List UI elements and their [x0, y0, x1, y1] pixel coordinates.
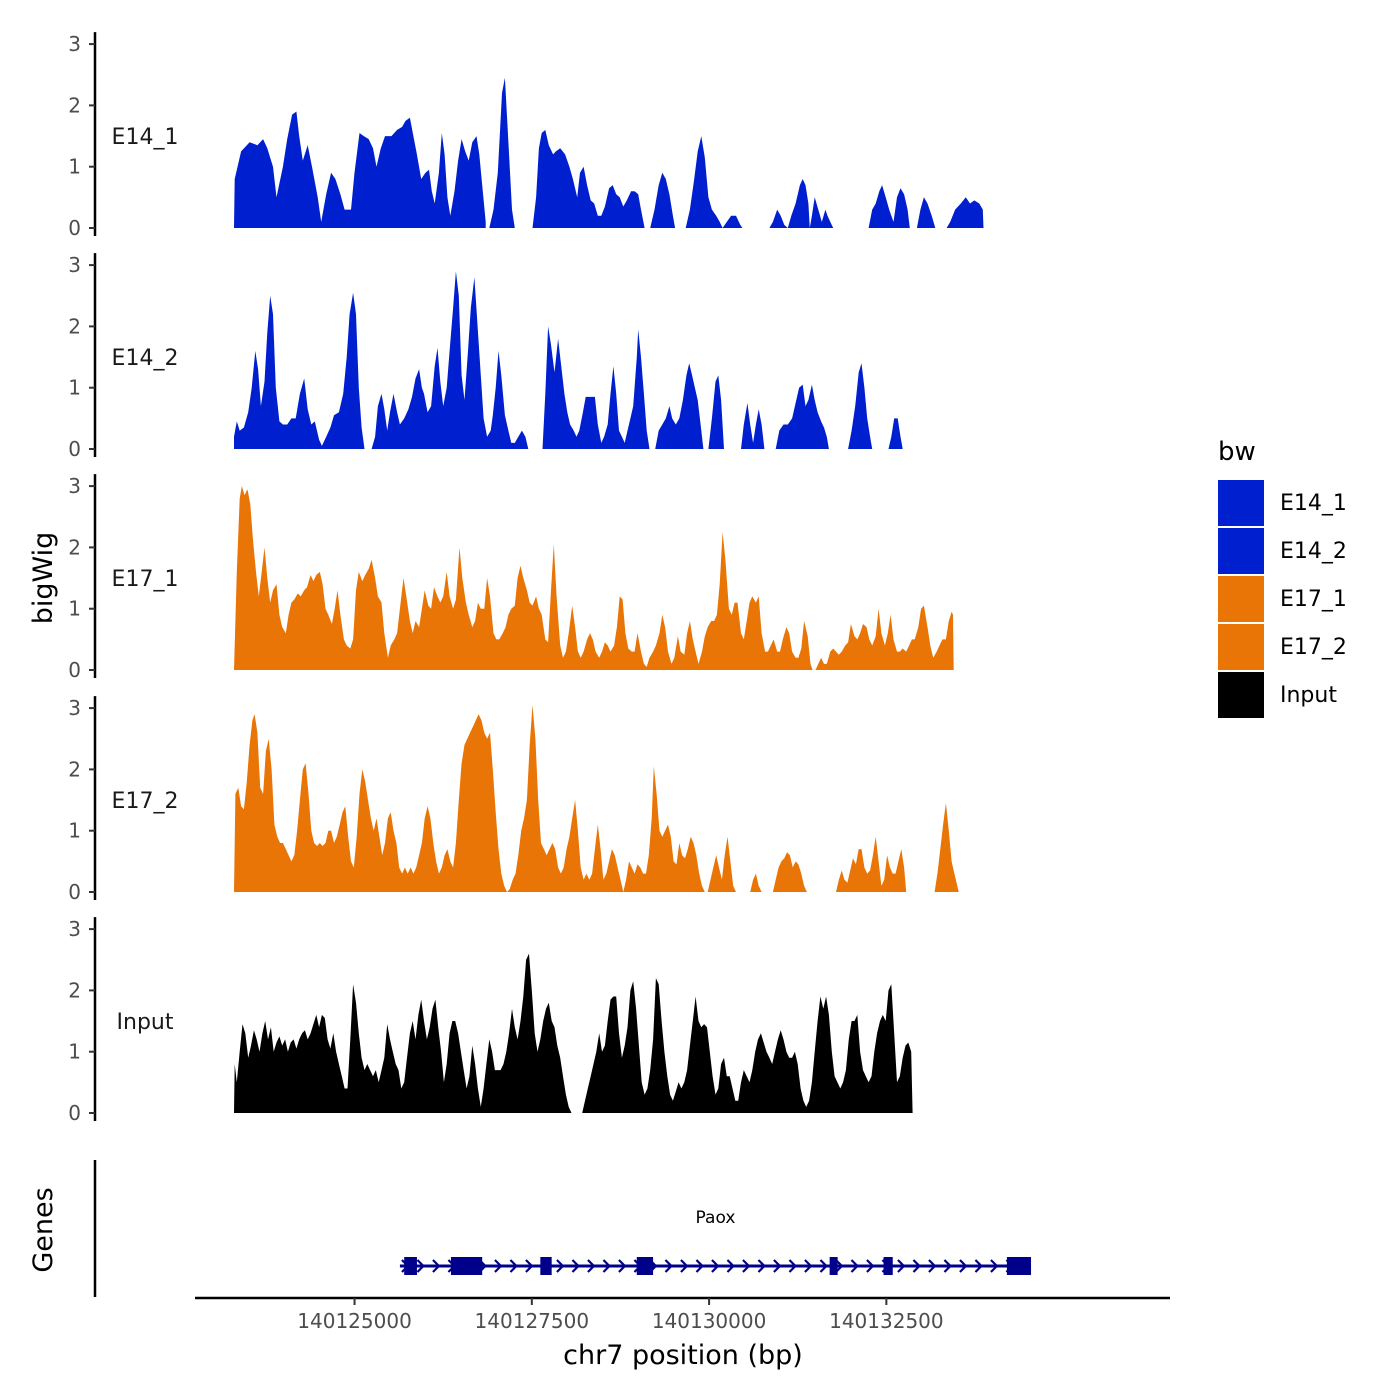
- signal-area: [234, 705, 959, 892]
- track-e14-2: 0 1 2 3 E14_2: [68, 253, 903, 461]
- strand-arrow: [525, 1259, 534, 1273]
- signal-area: [234, 77, 984, 228]
- strand-arrow: [928, 1259, 937, 1273]
- y-tick-label: 0: [68, 437, 81, 461]
- y-tick-label: 2: [68, 93, 81, 117]
- gene-exon: [450, 1257, 483, 1275]
- strand-arrow: [509, 1259, 518, 1273]
- legend-swatch: [1218, 672, 1264, 718]
- legend-label: E14_1: [1280, 491, 1347, 516]
- y-tick-label: 0: [68, 658, 81, 682]
- y-tick-label: 2: [68, 757, 81, 781]
- signal-area: [234, 486, 954, 670]
- y-tick-label: 1: [68, 1040, 81, 1064]
- strand-arrow: [757, 1259, 766, 1273]
- y-tick-label: 2: [68, 314, 81, 338]
- gene-model: Paox: [399, 1208, 1032, 1275]
- y-tick-label: 3: [68, 696, 81, 720]
- legend-label: E17_1: [1280, 587, 1347, 612]
- strand-arrow: [664, 1259, 673, 1273]
- gene-exon: [1006, 1257, 1032, 1275]
- strand-arrow: [959, 1259, 968, 1273]
- strand-arrow: [804, 1259, 813, 1273]
- track-e17-1: 0 1 2 3 E17_1: [68, 474, 954, 682]
- strand-arrow: [602, 1259, 611, 1273]
- strand-arrow: [571, 1259, 580, 1273]
- y-tick-label: 2: [68, 978, 81, 1002]
- legend: bw E14_1 E14_2 E17_1 E17_2 Input: [1218, 437, 1347, 718]
- x-tick-label: 140132500: [829, 1309, 944, 1333]
- y-tick-label: 1: [68, 376, 81, 400]
- x-tick-label: 140130000: [652, 1309, 767, 1333]
- y-tick-label: 3: [68, 474, 81, 498]
- strand-arrow: [742, 1259, 751, 1273]
- strand-arrow: [897, 1259, 906, 1273]
- gene-exon: [636, 1257, 654, 1275]
- track-label: E17_1: [112, 567, 179, 592]
- track-e17-2: 0 1 2 3 E17_2: [68, 696, 959, 904]
- legend-label: E17_2: [1280, 635, 1347, 660]
- strand-arrow: [835, 1259, 844, 1273]
- signal-area: [234, 953, 913, 1113]
- strand-arrow: [773, 1259, 782, 1273]
- strand-arrow: [587, 1259, 596, 1273]
- signal-area: [234, 271, 903, 449]
- strand-arrow: [695, 1259, 704, 1273]
- gene-exon: [404, 1257, 417, 1275]
- legend-label: E14_2: [1280, 539, 1347, 564]
- strand-arrow: [680, 1259, 689, 1273]
- strand-arrow: [866, 1259, 875, 1273]
- y-axis-title: bigWig: [28, 532, 59, 625]
- x-tick-label: 140127500: [475, 1309, 590, 1333]
- strand-arrow: [726, 1259, 735, 1273]
- track-label: E14_2: [112, 346, 179, 371]
- legend-swatch: [1218, 480, 1264, 526]
- y-tick-label: 1: [68, 819, 81, 843]
- track-e14-1: 0 1 2 3 E14_1: [68, 32, 984, 240]
- strand-arrow: [556, 1259, 565, 1273]
- signal-tracks: 0 1 2 3 E14_1 0 1 2 3 E14_2 0 1 2 3 E17_1 0 1 2 3 E17_2 0 1 2 3…: [68, 32, 984, 1125]
- strand-arrow: [494, 1259, 503, 1273]
- strand-arrow: [943, 1259, 952, 1273]
- gene-exon: [540, 1257, 552, 1275]
- legend-swatch: [1218, 624, 1264, 670]
- track-label: Input: [117, 1010, 174, 1035]
- legend-swatch: [1218, 576, 1264, 622]
- y-tick-label: 0: [68, 1101, 81, 1125]
- strand-arrow: [974, 1259, 983, 1273]
- strand-arrow: [788, 1259, 797, 1273]
- gene-name-label: Paox: [696, 1208, 736, 1228]
- y-tick-label: 1: [68, 597, 81, 621]
- gene-exon: [829, 1257, 838, 1275]
- x-axis-title: chr7 position (bp): [563, 1340, 803, 1371]
- strand-arrow: [850, 1259, 859, 1273]
- y-tick-label: 0: [68, 880, 81, 904]
- y-tick-label: 2: [68, 535, 81, 559]
- strand-arrow: [416, 1259, 425, 1273]
- legend-label: Input: [1280, 683, 1337, 708]
- y-tick-label: 0: [68, 216, 81, 240]
- y-tick-label: 1: [68, 155, 81, 179]
- legend-swatch: [1218, 528, 1264, 574]
- x-tick-label: 140125000: [297, 1309, 412, 1333]
- strand-arrow: [912, 1259, 921, 1273]
- gene-exon: [883, 1257, 893, 1275]
- y-tick-label: 3: [68, 32, 81, 56]
- x-axis: 140125000 140127500 140130000 140132500: [195, 1296, 1170, 1333]
- strand-arrow: [819, 1259, 828, 1273]
- track-label: E14_1: [112, 125, 179, 150]
- y-tick-label: 3: [68, 917, 81, 941]
- strand-arrow: [618, 1259, 627, 1273]
- strand-arrow: [711, 1259, 720, 1273]
- y-tick-label: 3: [68, 253, 81, 277]
- strand-arrow: [432, 1259, 441, 1273]
- legend-title: bw: [1218, 437, 1256, 467]
- genes-track: Paox: [93, 1160, 1032, 1297]
- strand-arrow: [990, 1259, 999, 1273]
- track-input: 0 1 2 3 Input: [68, 917, 913, 1125]
- track-label: E17_2: [112, 789, 179, 814]
- genes-axis-title: Genes: [28, 1187, 59, 1272]
